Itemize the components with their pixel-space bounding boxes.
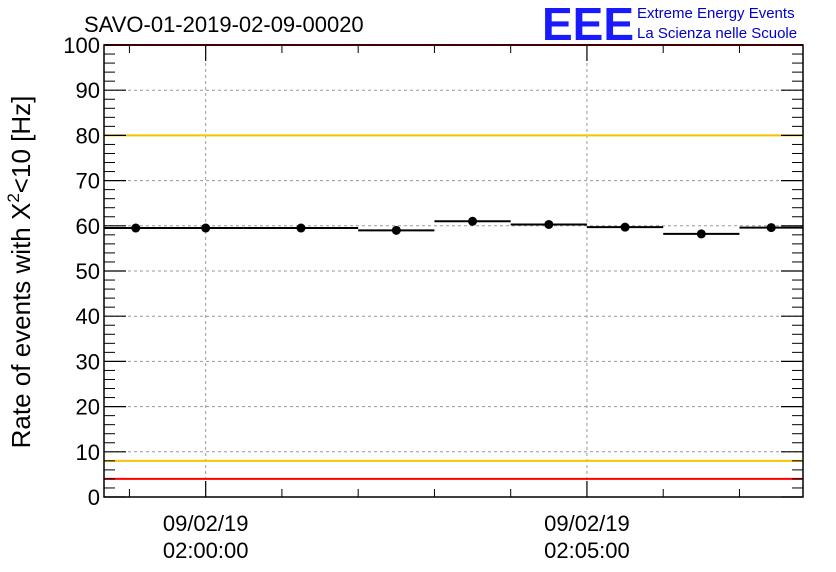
y-label-suffix: <10 [Hz]	[6, 96, 36, 194]
reference-lines	[104, 44, 803, 480]
x-tick-time: 02:05:00	[544, 538, 630, 563]
data-series	[104, 216, 803, 239]
plot-frame	[103, 44, 804, 498]
data-point	[620, 222, 630, 232]
y-label-prefix: Rate of events with X	[6, 203, 36, 449]
data-point	[468, 216, 478, 226]
y-tick-label: 20	[76, 395, 100, 420]
logo-line-2: La Scienza nelle Scuole	[637, 25, 797, 42]
data-point	[391, 225, 401, 235]
grid	[104, 45, 803, 497]
y-tick-label: 80	[76, 123, 100, 148]
logo-line-1: Extreme Energy Events	[637, 5, 795, 22]
data-point	[766, 223, 776, 233]
y-tick-label: 10	[76, 440, 100, 465]
y-tick-label: 70	[76, 169, 100, 194]
tick-labels: 010203040506070809010009/02/1902:00:0009…	[63, 33, 629, 563]
x-tick-date: 09/02/19	[544, 511, 630, 536]
y-tick-label: 40	[76, 304, 100, 329]
y-tick-label: 60	[76, 214, 100, 239]
data-point	[296, 223, 306, 233]
y-tick-label: 0	[88, 485, 100, 510]
y-tick-label: 50	[76, 259, 100, 284]
y-label-sup: 2	[4, 193, 23, 202]
x-tick-time: 02:00:00	[163, 538, 249, 563]
data-point	[696, 229, 706, 239]
data-point	[201, 223, 211, 233]
chart-title: SAVO-01-2019-02-09-00020	[84, 12, 364, 37]
data-point	[131, 223, 141, 233]
y-tick-label: 100	[63, 33, 100, 58]
y-axis-label: Rate of events with X2<10 [Hz]	[4, 96, 36, 449]
y-tick-label: 90	[76, 78, 100, 103]
y-tick-label: 30	[76, 349, 100, 374]
data-point	[544, 219, 554, 229]
eee-logo: EEE Extreme Energy Events La Scienza nel…	[542, 0, 797, 50]
x-tick-date: 09/02/19	[163, 511, 249, 536]
logo-letters: EEE	[542, 0, 634, 50]
